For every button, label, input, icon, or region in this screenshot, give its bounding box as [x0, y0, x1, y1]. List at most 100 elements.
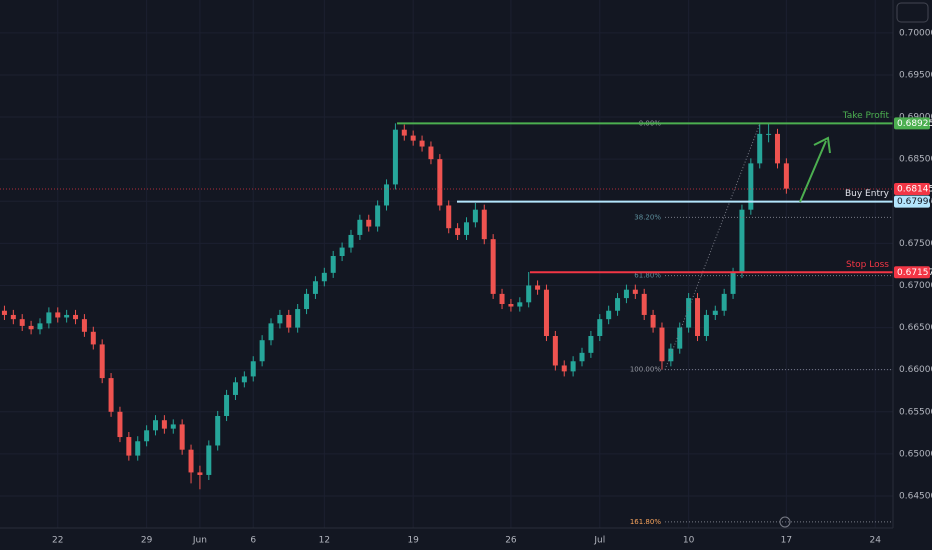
- candle-body: [774, 133, 780, 164]
- candle-body: [588, 336, 594, 353]
- candle-body: [375, 205, 381, 227]
- candle-body: [366, 219, 372, 227]
- candle-body: [721, 293, 727, 311]
- current-price-label: 0.68145: [897, 185, 932, 195]
- x-tick-label: Jul: [593, 536, 605, 546]
- settings-button[interactable]: [896, 2, 929, 23]
- candle-body: [632, 289, 638, 294]
- candle-body: [259, 340, 265, 362]
- candle-body: [766, 133, 772, 135]
- candle-body: [401, 129, 407, 136]
- level-label: 0.68925: [897, 119, 932, 129]
- candle-body: [64, 314, 70, 318]
- level-tag: [894, 117, 930, 130]
- candle-body: [295, 309, 301, 328]
- candle-body: [419, 140, 425, 147]
- candle-body: [650, 314, 656, 328]
- fib-label: 38.20%: [634, 213, 661, 221]
- candle-body: [783, 163, 789, 189]
- candle-body: [499, 293, 505, 304]
- level-tag: [894, 266, 930, 279]
- candle-body: [730, 272, 736, 294]
- candle-body: [224, 394, 230, 416]
- candle-body: [490, 239, 496, 294]
- candle-body: [606, 310, 612, 320]
- candle-body: [463, 222, 469, 235]
- candle-body: [410, 135, 416, 141]
- x-tick-label: 29: [141, 536, 153, 546]
- candle-body: [152, 420, 158, 431]
- candle-body: [108, 378, 114, 412]
- candle-body: [250, 361, 256, 377]
- candle-body: [535, 285, 541, 290]
- candle-body: [339, 247, 345, 256]
- candle-body: [277, 314, 283, 324]
- candle-body: [1, 310, 7, 315]
- current-price-tag: [894, 183, 930, 196]
- x-tick-label: 19: [407, 536, 419, 546]
- candle-body: [686, 298, 692, 328]
- candle-body: [748, 163, 754, 210]
- x-tick-label: Jun: [192, 536, 207, 546]
- candle-body: [206, 445, 212, 475]
- candle-body: [428, 146, 434, 160]
- candle-body: [144, 430, 150, 442]
- candle-body: [99, 344, 105, 379]
- candle-body: [348, 234, 354, 248]
- candle-body: [241, 376, 247, 383]
- candle-body: [81, 319, 87, 332]
- candle-body: [739, 209, 745, 273]
- candle-body: [268, 323, 274, 341]
- candle-body: [623, 289, 629, 299]
- candle-body: [481, 209, 487, 240]
- candle-body: [90, 331, 96, 345]
- candle-body: [517, 302, 523, 307]
- candle-body: [55, 312, 61, 318]
- candle-body: [232, 382, 238, 395]
- candle-body: [659, 327, 665, 362]
- candle-body: [179, 424, 185, 450]
- candle-body: [215, 416, 221, 446]
- level-name: Stop Loss: [846, 260, 889, 270]
- x-tick-label: 26: [505, 536, 517, 546]
- candle-body: [703, 314, 709, 336]
- candle-body: [37, 323, 43, 330]
- x-tick-label: 22: [52, 536, 63, 546]
- x-tick-label: 10: [683, 536, 695, 546]
- candle-body: [117, 411, 123, 438]
- candle-body: [46, 312, 52, 324]
- level-label: 0.67996: [897, 197, 932, 207]
- event-icon: [779, 516, 791, 528]
- candle-body: [597, 319, 603, 336]
- candle-body: [615, 298, 621, 311]
- candle-body: [10, 314, 16, 320]
- candle-body: [321, 272, 327, 282]
- candle-body: [543, 289, 549, 336]
- fib-label: 61.80%: [634, 272, 661, 280]
- candle-body: [561, 365, 567, 372]
- candle-body: [757, 133, 763, 164]
- x-tick-label: 6: [250, 536, 256, 546]
- arrow: [799, 136, 831, 203]
- candle-body: [437, 159, 443, 206]
- candle-body: [188, 449, 194, 473]
- level-name: Take Profit: [842, 111, 890, 121]
- candle-body: [508, 304, 514, 307]
- candle-body: [161, 420, 167, 429]
- candle-body: [312, 281, 318, 294]
- fib-label: 161.80%: [630, 518, 661, 526]
- candle-body: [73, 314, 79, 320]
- candle-body: [472, 209, 478, 223]
- candle-body: [330, 256, 336, 273]
- candle-body: [526, 285, 532, 303]
- candle-body: [455, 228, 461, 235]
- candle-body: [712, 310, 718, 315]
- candle-body: [552, 336, 558, 366]
